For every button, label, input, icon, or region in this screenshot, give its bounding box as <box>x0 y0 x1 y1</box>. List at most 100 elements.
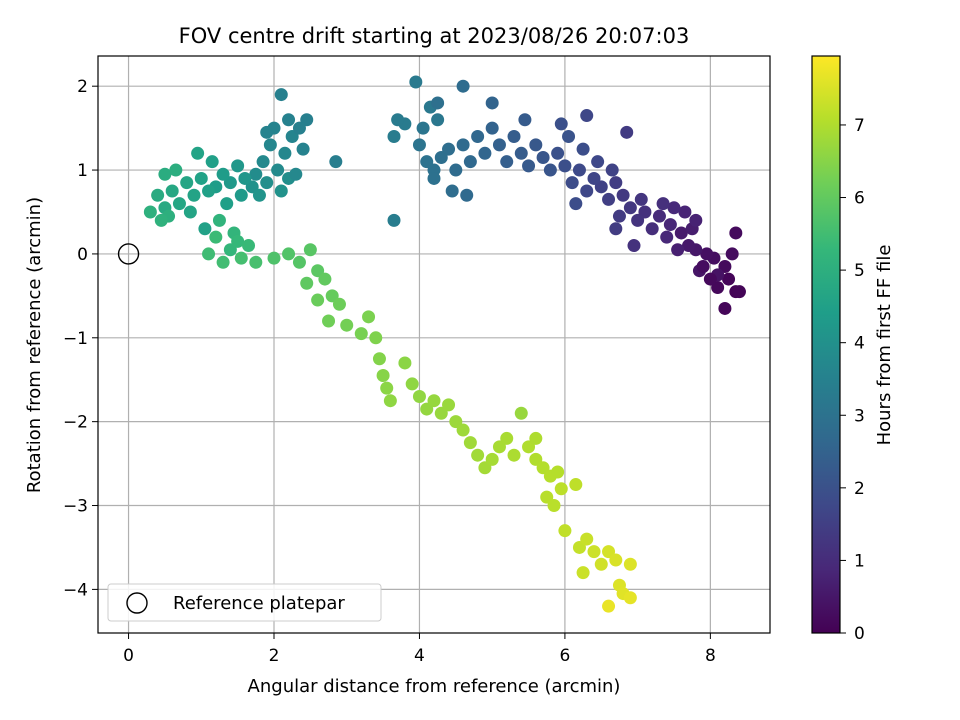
data-point <box>238 171 252 185</box>
data-point <box>609 553 623 567</box>
y-tick-label: −2 <box>63 413 88 433</box>
data-point <box>220 197 234 211</box>
data-point <box>725 247 739 261</box>
data-point <box>245 180 259 194</box>
data-point <box>216 167 230 181</box>
data-point <box>249 255 263 269</box>
data-point <box>529 138 543 152</box>
data-point <box>518 113 532 127</box>
colorbar-label: Hours from first FF file <box>874 245 895 446</box>
data-point <box>703 272 717 286</box>
colorbar: 0 1 2 3 4 5 6 7 Hours from first FF file <box>811 55 895 644</box>
data-point <box>231 234 245 248</box>
colorbar-tick-label: 7 <box>854 116 865 136</box>
data-point <box>442 142 456 156</box>
data-point <box>580 109 594 123</box>
data-point <box>696 260 710 274</box>
data-point <box>547 499 561 513</box>
y-tick-label: 1 <box>77 161 88 181</box>
data-point <box>300 113 314 127</box>
data-point <box>562 130 576 144</box>
data-point <box>372 352 386 366</box>
data-point <box>623 201 637 215</box>
data-point <box>271 163 285 177</box>
data-point <box>620 125 634 139</box>
data-point <box>434 406 448 420</box>
data-point <box>478 461 492 475</box>
data-point <box>202 184 216 198</box>
data-point <box>551 465 565 479</box>
data-point <box>492 138 506 152</box>
data-point <box>602 545 616 559</box>
data-point <box>431 113 445 127</box>
data-point <box>183 205 197 219</box>
data-point <box>289 167 303 181</box>
data-point <box>529 431 543 445</box>
data-point <box>445 184 459 198</box>
chart-title: FOV centre drift starting at 2023/08/26 … <box>179 24 690 48</box>
data-point <box>180 176 194 190</box>
plot-frame <box>97 55 771 634</box>
data-point <box>300 276 314 290</box>
data-point <box>471 448 485 462</box>
data-point <box>311 293 325 307</box>
data-point <box>689 213 703 227</box>
y-tick-label: −3 <box>63 497 88 517</box>
data-point <box>569 478 583 492</box>
data-point <box>700 247 714 261</box>
data-point <box>191 146 205 160</box>
data-point <box>722 272 736 286</box>
data-point <box>572 540 586 554</box>
data-point <box>569 197 583 211</box>
data-point <box>274 184 288 198</box>
colorbar-ticks: 0 1 2 3 4 5 6 7 <box>840 116 865 644</box>
data-point <box>587 171 601 185</box>
data-point <box>540 490 554 504</box>
y-tick-label: 0 <box>77 245 88 265</box>
data-point <box>409 75 423 89</box>
colorbar-tick-label: 6 <box>854 189 865 209</box>
data-point <box>223 243 237 257</box>
x-tick-label: 0 <box>123 646 134 666</box>
data-point <box>234 188 248 202</box>
y-tick-label: −1 <box>63 329 88 349</box>
data-point <box>362 310 376 324</box>
data-point <box>507 448 521 462</box>
data-point <box>551 146 565 160</box>
data-point <box>376 369 390 383</box>
data-point <box>380 381 394 395</box>
data-point <box>412 389 426 403</box>
data-point <box>612 209 626 223</box>
data-point <box>602 192 616 206</box>
colorbar-tick-label: 1 <box>854 551 865 571</box>
data-point <box>594 180 608 194</box>
data-point <box>205 155 219 169</box>
data-point <box>616 188 630 202</box>
data-point <box>158 167 172 181</box>
data-point <box>478 146 492 160</box>
data-point <box>609 176 623 190</box>
data-point <box>456 79 470 93</box>
data-point <box>663 218 677 232</box>
data-point <box>249 167 263 181</box>
data-point <box>234 251 248 265</box>
data-point <box>623 557 637 571</box>
data-point <box>718 260 732 274</box>
data-point <box>187 188 201 202</box>
data-point <box>522 159 536 173</box>
data-point <box>554 117 568 131</box>
data-point <box>682 239 696 253</box>
data-point <box>172 197 186 211</box>
data-point <box>296 142 310 156</box>
x-tick-label: 8 <box>705 646 716 666</box>
data-point <box>485 452 499 466</box>
data-point <box>605 163 619 177</box>
data-point <box>529 452 543 466</box>
legend-label: Reference platepar <box>173 593 345 614</box>
data-point <box>154 213 168 227</box>
data-point <box>500 431 514 445</box>
data-point <box>471 130 485 144</box>
data-point <box>565 176 579 190</box>
data-point <box>223 176 237 190</box>
data-point <box>387 130 401 144</box>
